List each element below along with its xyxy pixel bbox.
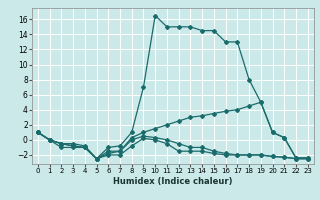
X-axis label: Humidex (Indice chaleur): Humidex (Indice chaleur)	[113, 177, 233, 186]
